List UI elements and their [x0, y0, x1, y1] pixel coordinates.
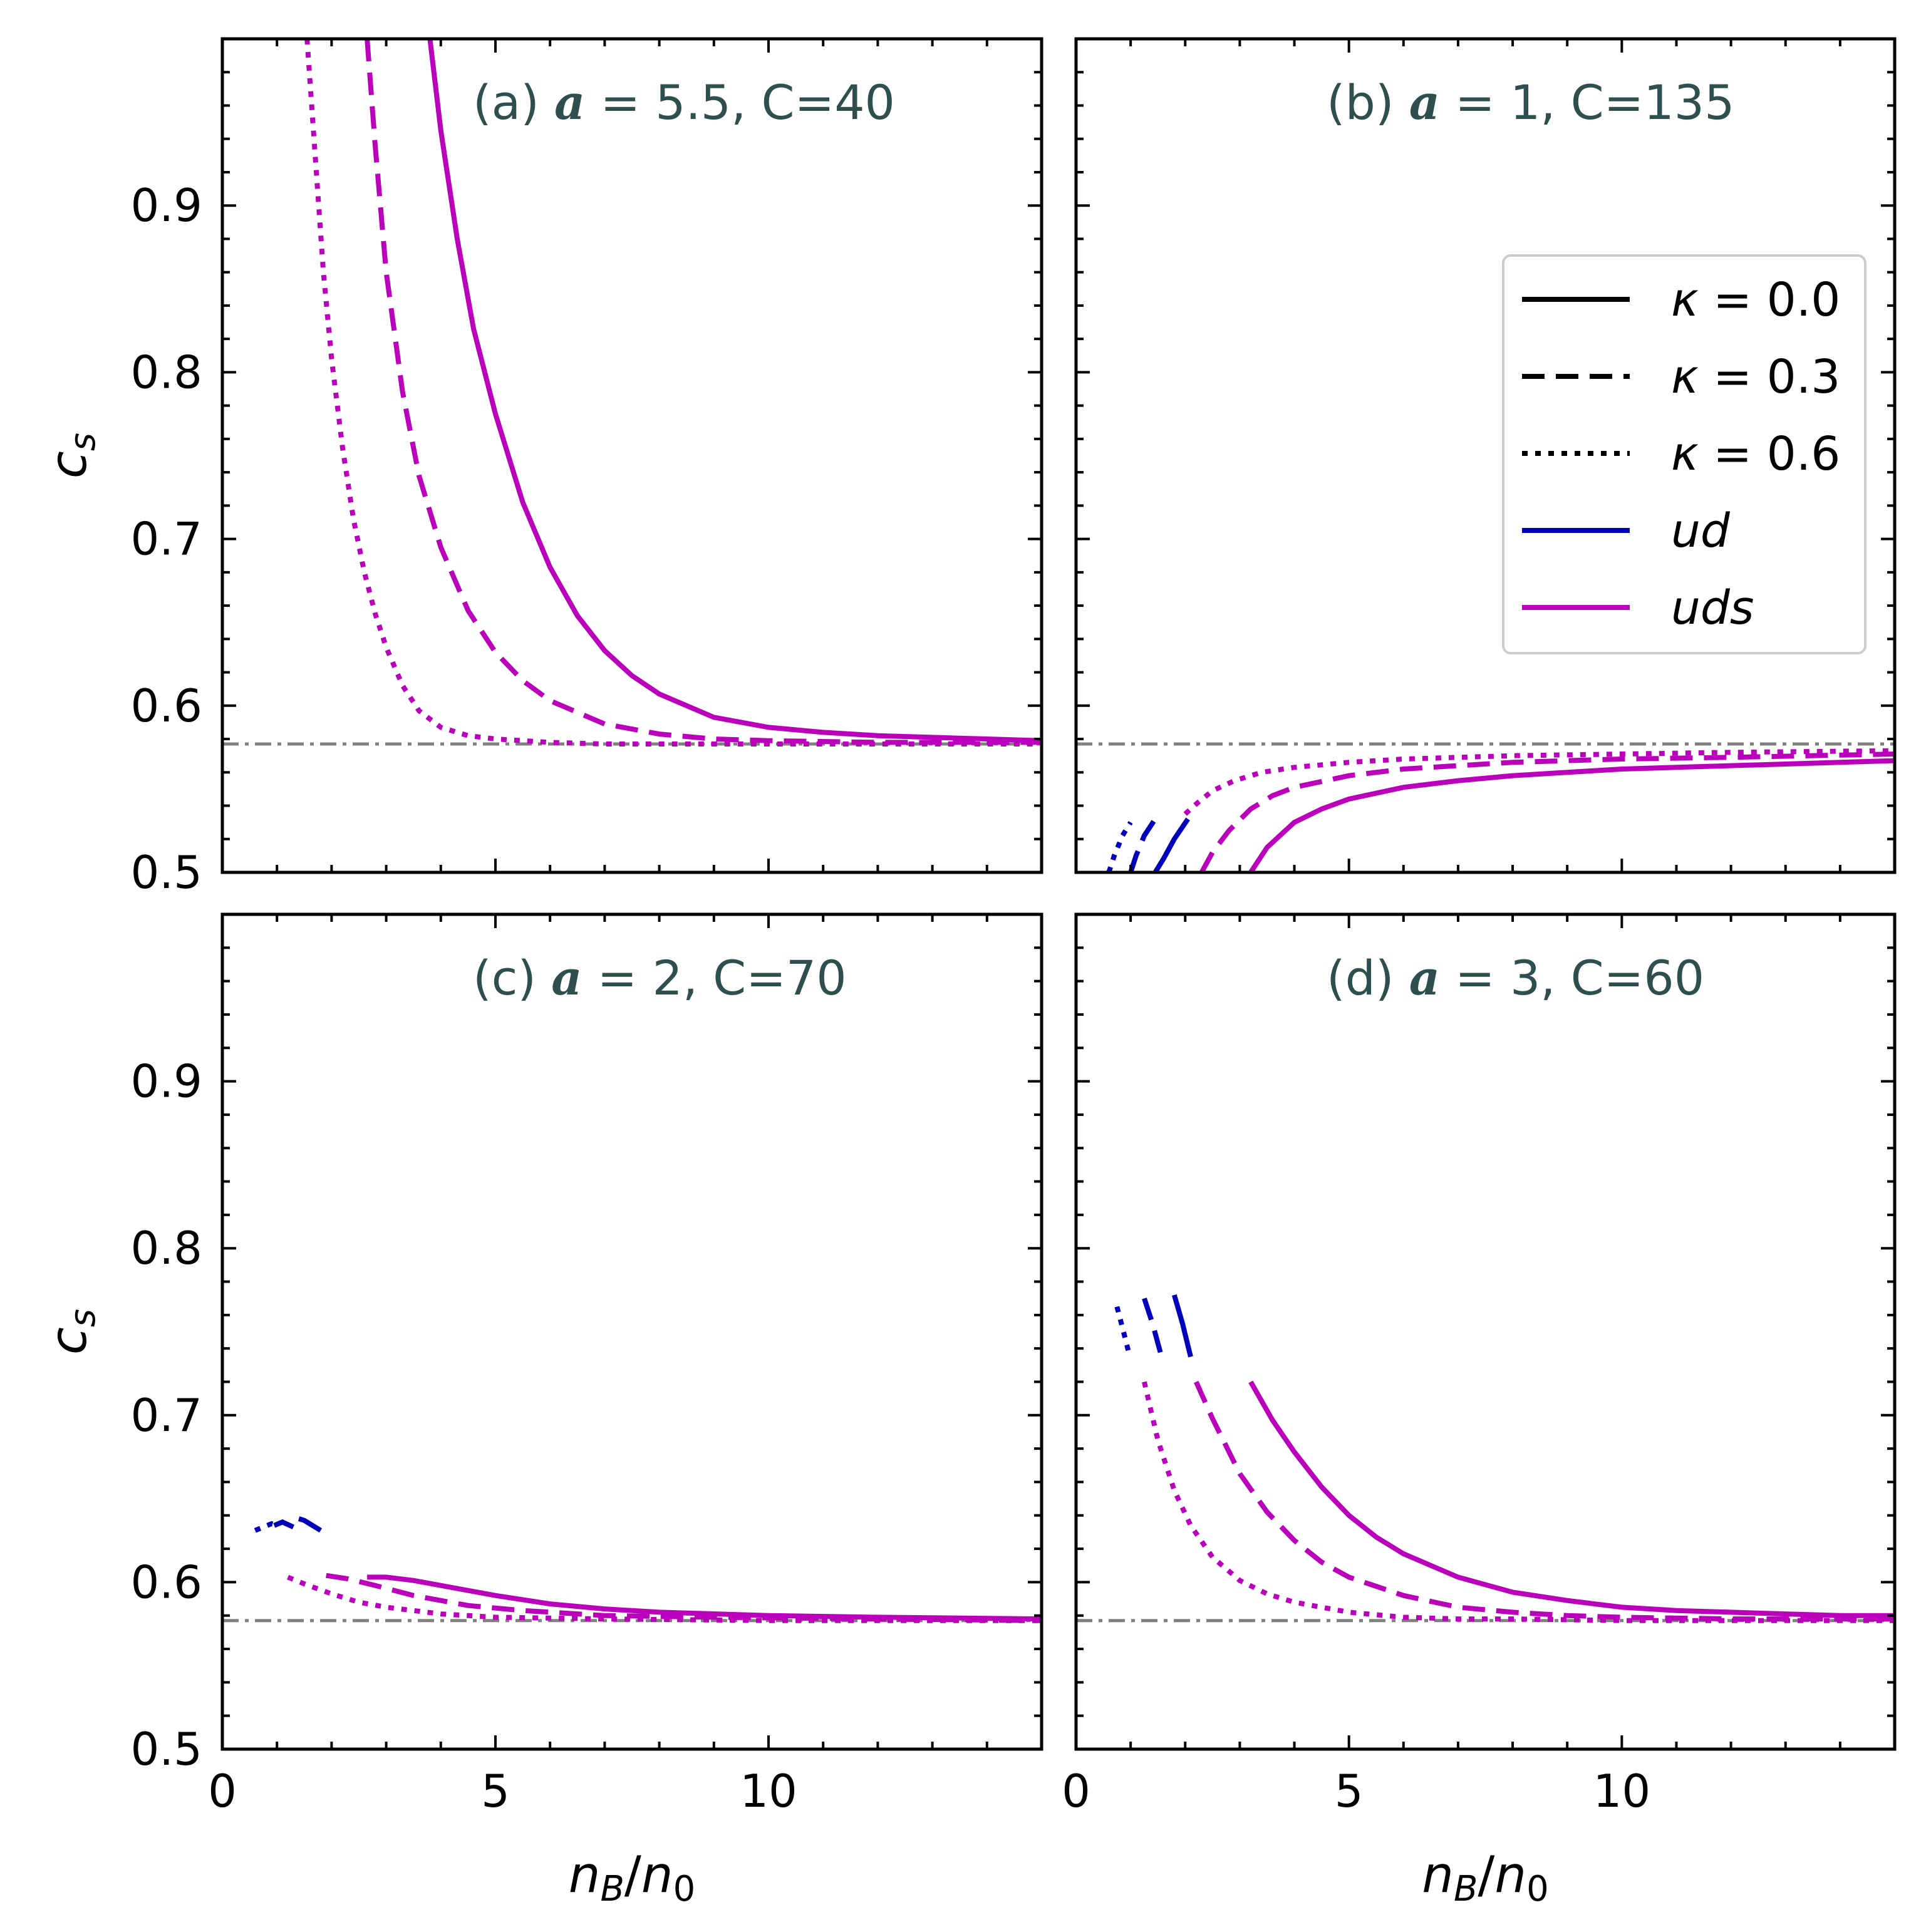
series-line-a-uds-solid [427, 39, 1042, 743]
series-line-d-uds-dashed [1194, 1380, 1895, 1622]
series-line-c-ud-dashed [273, 1519, 295, 1530]
x-tick-label: 10 [1593, 1765, 1651, 1817]
legend-label: κ = 0.3 [1671, 350, 1840, 404]
y-tick-label: 0.6 [130, 679, 202, 732]
y-tick-label: 0.6 [130, 1556, 202, 1608]
x-tick-label: 5 [481, 1765, 510, 1817]
y-axis-label: cs [39, 433, 103, 478]
panel-annotation-d: (d) a = 3, C=60 [1327, 950, 1704, 1006]
panel-annotation-b: (b) a = 1, C=135 [1327, 75, 1734, 130]
series-line-c-uds-dashed [326, 1573, 1042, 1623]
legend-label: κ = 0.0 [1671, 273, 1840, 327]
x-axis-label: nB/n0 [1422, 1846, 1548, 1909]
series-line-b-uds-dashed [1199, 752, 1895, 872]
series-line-c-ud-solid [298, 1516, 323, 1533]
series-line-d-uds-dotted [1142, 1381, 1895, 1623]
legend: κ = 0.0 κ = 0.3 κ = 0.6 ud uds [1502, 254, 1866, 654]
panel-annotation-c: (c) a = 2, C=70 [473, 950, 847, 1006]
series-line-c-ud-dotted [254, 1521, 278, 1533]
series-group-c [254, 1516, 1042, 1623]
y-tick-label: 0.5 [130, 846, 202, 899]
axes-frame-d [1074, 912, 1897, 1751]
axes-frame-b [1074, 37, 1897, 874]
series-line-b-ud-dashed [1128, 817, 1157, 872]
y-tick-label: 0.8 [130, 346, 202, 398]
y-tick-label: 0.9 [130, 1055, 202, 1108]
panel-a: 0.5 0.6 0.7 0.8 0.9 cs (a) a = 5.5, C=40 [39, 37, 1043, 899]
legend-label: uds [1671, 581, 1754, 635]
panel-d: 0 5 10 nB/n0 (d) a = 3, C=60 [1062, 912, 1897, 1909]
series-line-a-uds-dashed [365, 39, 1042, 745]
y-tick-label: 0.7 [130, 1389, 202, 1442]
series-line-b-uds-dotted [1183, 748, 1895, 816]
series-line-d-uds-solid [1248, 1380, 1895, 1618]
series-line-a-uds-dotted [304, 39, 1042, 746]
x-axis-label: nB/n0 [569, 1846, 695, 1909]
series-line-b-uds-solid [1248, 758, 1895, 872]
panel-annotation-a: (a) a = 5.5, C=40 [473, 75, 895, 130]
legend-label: κ = 0.6 [1671, 427, 1840, 481]
series-group-b [1106, 748, 1895, 872]
series-line-b-ud-solid [1152, 817, 1190, 872]
series-group-d [1114, 1294, 1895, 1623]
x-tick-label: 10 [740, 1765, 797, 1817]
legend-box [1502, 254, 1866, 654]
x-tick-label: 0 [208, 1765, 237, 1817]
series-line-d-ud-dashed [1142, 1297, 1163, 1355]
panel-c: 0.5 0.6 0.7 0.8 0.9 cs 0 5 10 nB/n0 (c) a = 2, C=7… [39, 912, 1043, 1909]
y-tick-label: 0.9 [130, 179, 202, 232]
y-tick-label: 0.5 [130, 1723, 202, 1775]
y-tick-label: 0.8 [130, 1222, 202, 1274]
series-line-b-ud-dotted [1106, 821, 1133, 872]
legend-label: ud [1671, 504, 1731, 558]
y-axis-label: cs [39, 1309, 103, 1355]
x-tick-label: 5 [1335, 1765, 1364, 1817]
panel-b: (b) a = 1, C=135 [1074, 37, 1897, 874]
series-group-a [304, 39, 1042, 746]
series-line-d-ud-solid [1171, 1294, 1193, 1358]
series-line-d-ud-dotted [1114, 1306, 1132, 1355]
axes-frame-a [220, 37, 1043, 874]
axes-frame-c [220, 912, 1043, 1751]
x-tick-label: 0 [1062, 1765, 1090, 1817]
y-tick-label: 0.7 [130, 513, 202, 566]
